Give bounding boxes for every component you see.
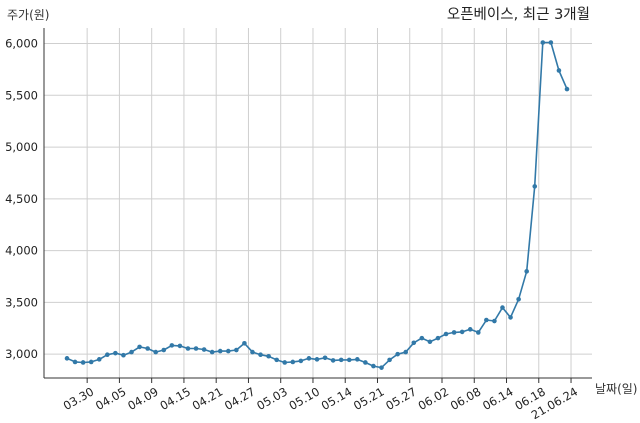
data-point (80, 360, 86, 365)
data-point (314, 357, 320, 362)
x-tick-label: 06.08 (448, 384, 484, 413)
data-point (209, 349, 215, 355)
x-tick-label: 04.15 (158, 384, 194, 413)
data-point (451, 330, 457, 335)
data-point (484, 317, 489, 323)
data-point (548, 40, 554, 45)
data-point (145, 346, 150, 351)
data-point (177, 343, 183, 349)
data-point (258, 352, 263, 358)
x-tick-label: 04.05 (93, 384, 129, 413)
data-point (282, 360, 288, 365)
data-point (137, 344, 142, 350)
data-point (217, 348, 223, 354)
data-point (121, 352, 126, 358)
data-point (363, 360, 368, 365)
data-point (225, 348, 231, 354)
label-layer: 오픈베이스, 최근 3개월 주가(원) 날짜(일) (7, 6, 637, 396)
x-tick-label: 06.14 (480, 384, 516, 413)
data-point (250, 349, 255, 355)
series-layer (64, 40, 570, 370)
data-point (105, 352, 110, 358)
data-point (129, 349, 134, 355)
series-line (66, 41, 568, 369)
data-point (64, 356, 70, 361)
y-tick-label: 3,500 (5, 295, 38, 309)
data-point (475, 330, 481, 335)
data-point (435, 335, 441, 341)
data-point (411, 340, 417, 346)
chart-title: 오픈베이스, 최근 3개월 (447, 6, 590, 23)
y-tick-label: 4,000 (5, 244, 38, 258)
x-axis-label: 날짜(일) (595, 382, 637, 396)
x-tick-label: 05.14 (319, 384, 355, 413)
data-point (306, 356, 312, 361)
data-point (355, 357, 360, 362)
data-point (290, 359, 296, 365)
data-point (234, 347, 239, 353)
grid-lines (44, 28, 592, 378)
data-point (492, 318, 497, 324)
data-point (298, 358, 304, 364)
data-point (419, 335, 425, 341)
data-point (532, 184, 538, 189)
data-point (387, 357, 392, 363)
data-point (403, 349, 409, 355)
data-point (379, 365, 384, 370)
data-point (443, 331, 449, 337)
data-point (371, 363, 376, 369)
data-point (500, 305, 505, 310)
data-point (459, 329, 465, 335)
data-point (193, 346, 199, 351)
data-point (88, 359, 94, 365)
x-tick-label: 03.30 (61, 384, 97, 413)
data-point (516, 297, 521, 302)
x-tick-label: 04.09 (125, 384, 161, 413)
data-point (169, 343, 175, 348)
y-tick-label: 5,000 (5, 140, 38, 154)
x-tick-label: 05.21 (351, 384, 387, 413)
x-tick-label: 06.02 (416, 384, 452, 413)
y-axis-label: 주가(원) (7, 8, 49, 22)
data-point (185, 346, 191, 351)
data-point (113, 350, 118, 356)
data-point (330, 358, 336, 363)
data-point (346, 357, 352, 363)
data-point (96, 357, 102, 362)
data-point (201, 347, 207, 352)
y-tick-label: 6,000 (5, 37, 38, 51)
y-tick-label: 3,000 (5, 347, 38, 361)
data-point (242, 341, 247, 346)
data-point (161, 347, 167, 353)
data-point (540, 40, 546, 45)
data-point (467, 327, 473, 332)
data-point (266, 353, 271, 359)
x-tick-label: 05.27 (383, 384, 419, 413)
axes: 3,000 3,500 4,000 4,500 5,000 5,500 6,000 03.30… (5, 28, 592, 422)
data-point (427, 339, 433, 345)
x-tick-label: 04.27 (222, 384, 258, 413)
x-tick-label: 05.03 (254, 384, 290, 413)
y-tick-label: 4,500 (5, 192, 38, 206)
x-tick-label: 05.10 (287, 384, 323, 413)
data-point (395, 351, 400, 357)
data-point (153, 349, 159, 355)
data-point (274, 357, 279, 363)
data-point (556, 68, 562, 73)
data-point (508, 315, 513, 320)
x-tick-label: 04.21 (190, 384, 226, 413)
data-point (322, 355, 328, 361)
data-point (338, 357, 344, 363)
y-tick-label: 5,500 (5, 88, 38, 102)
data-point (72, 359, 78, 365)
data-point (564, 86, 570, 92)
data-point (524, 269, 529, 274)
